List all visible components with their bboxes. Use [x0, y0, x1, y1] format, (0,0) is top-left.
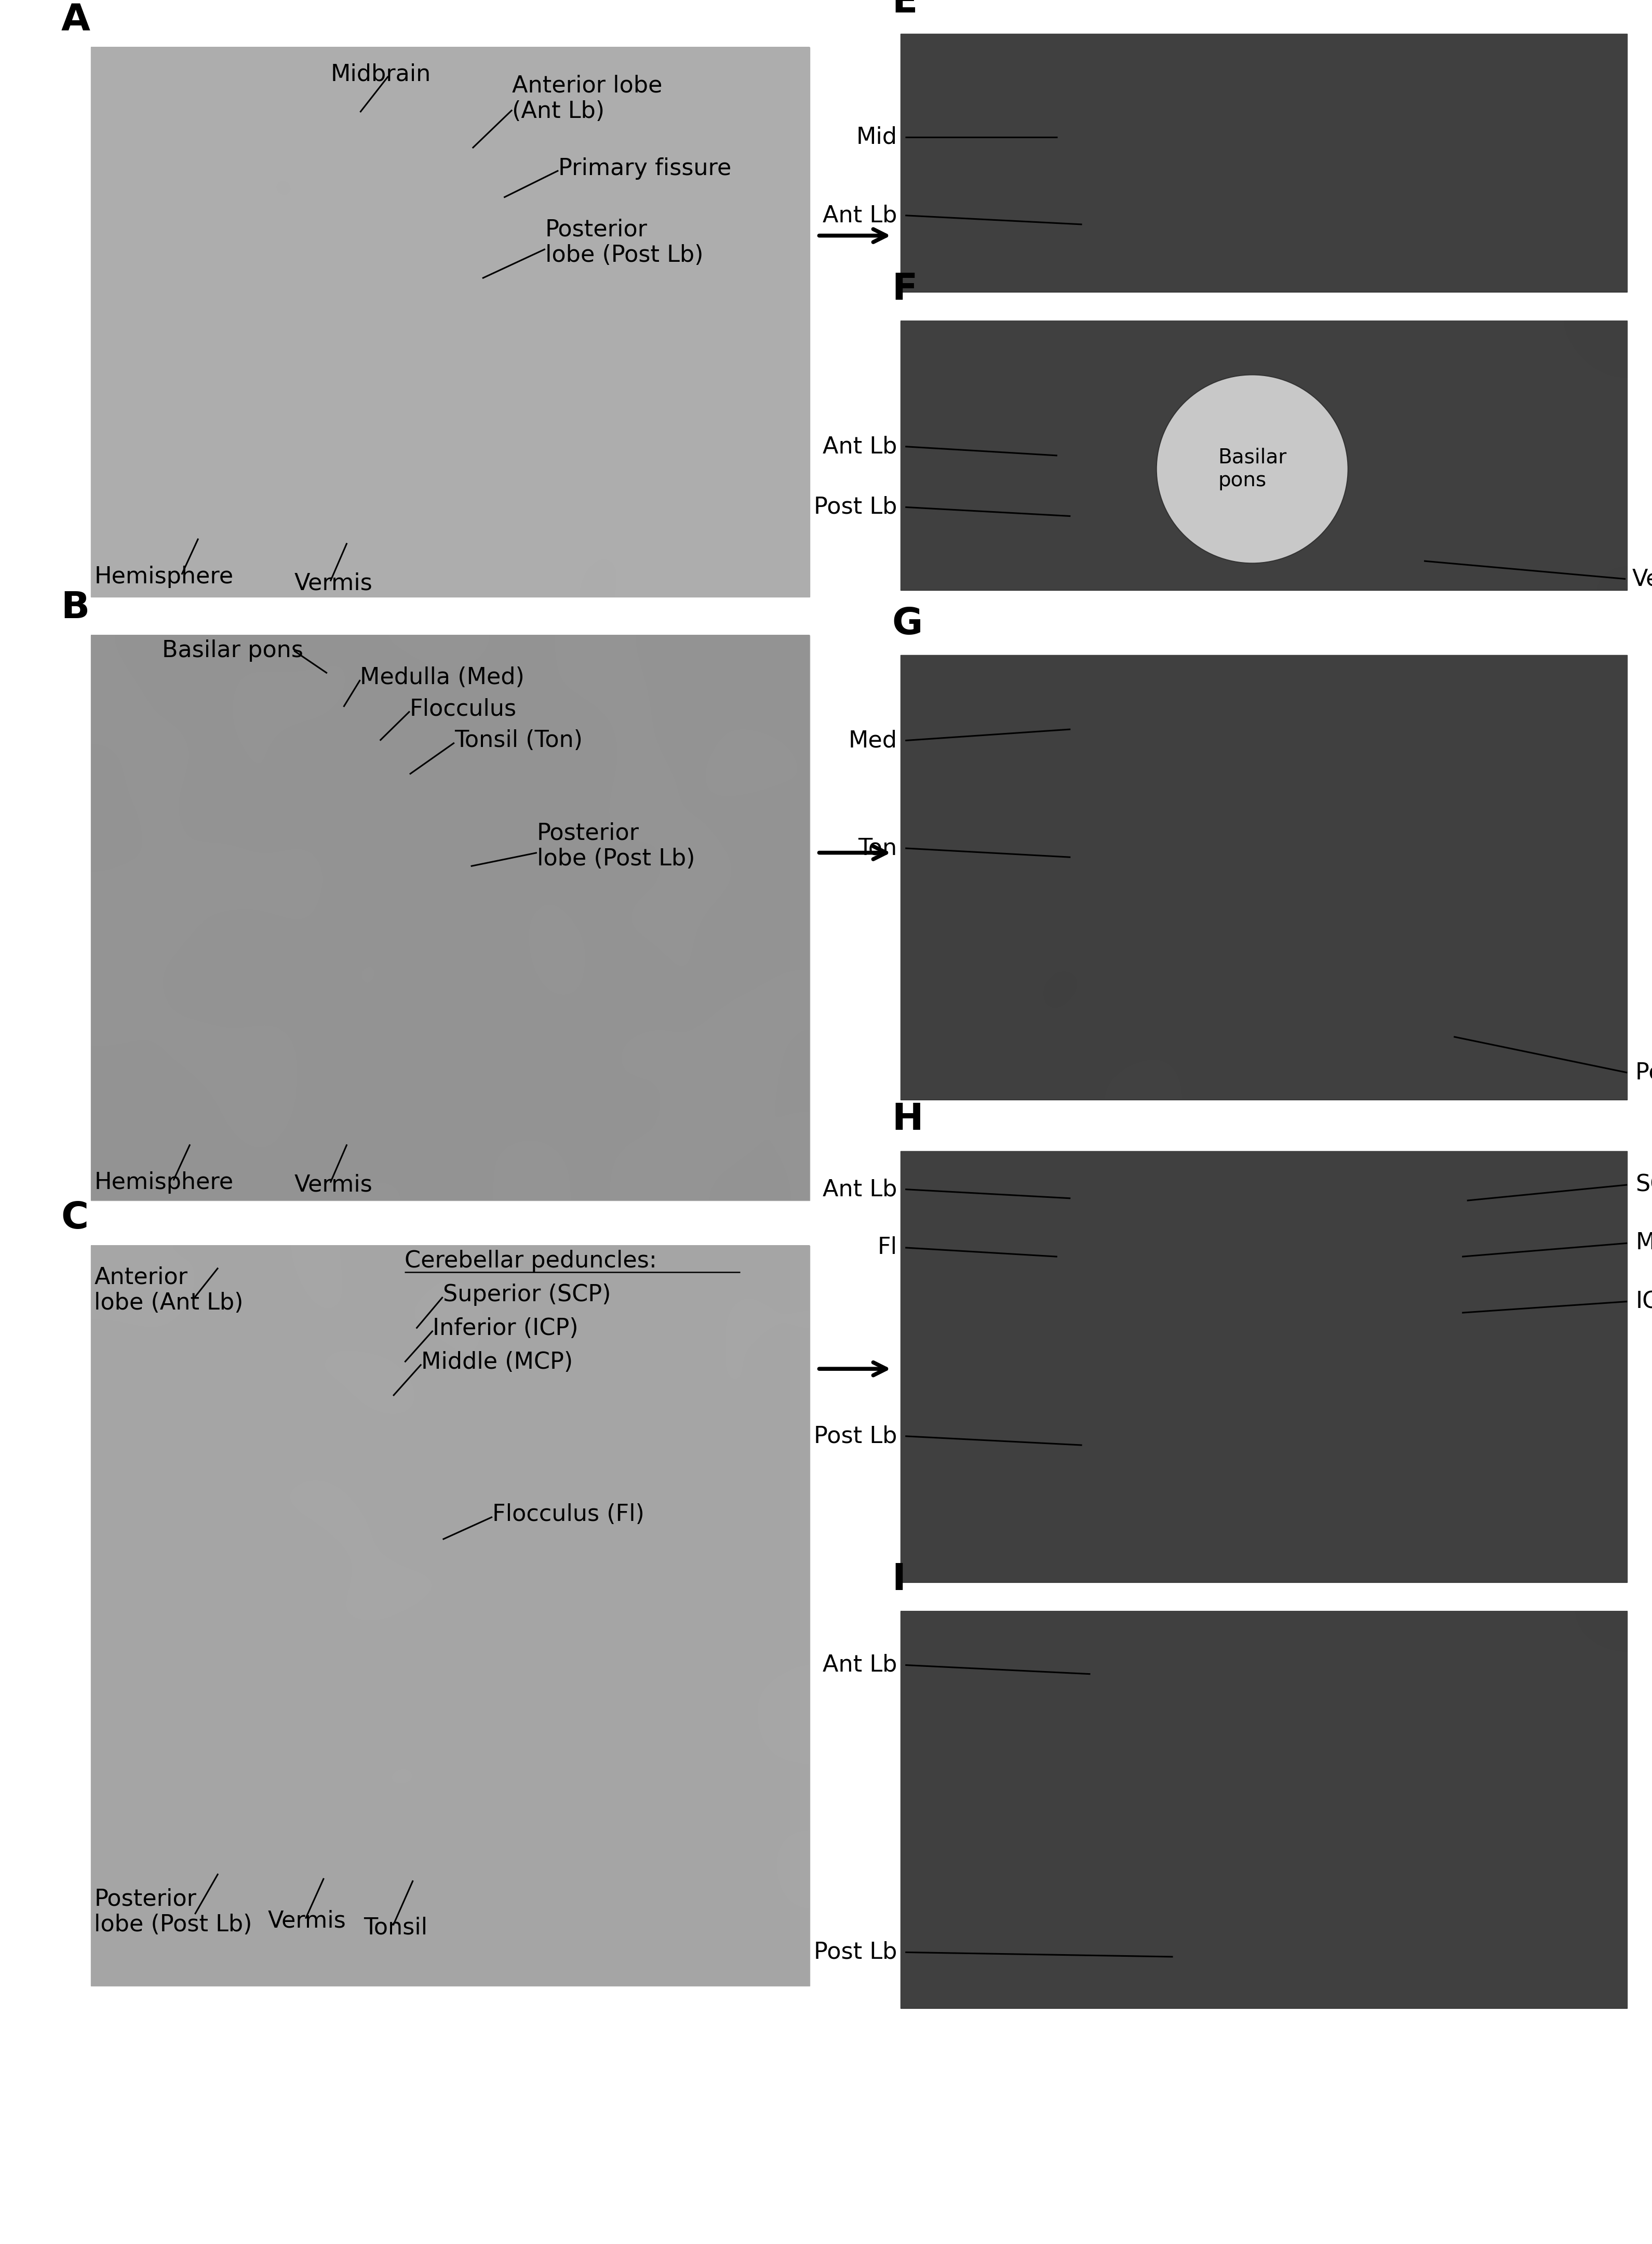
Text: Middle (MCP): Middle (MCP) [421, 1351, 573, 1373]
Text: Flocculus (Fl): Flocculus (Fl) [492, 1503, 644, 1526]
Text: Cerebellar peduncles:: Cerebellar peduncles: [405, 1250, 657, 1272]
Text: Mid: Mid [856, 126, 897, 148]
FancyBboxPatch shape [91, 635, 809, 1201]
Text: Anterior lobe
(Ant Lb): Anterior lobe (Ant Lb) [512, 74, 662, 123]
FancyBboxPatch shape [91, 47, 809, 597]
FancyBboxPatch shape [900, 1611, 1627, 2008]
Text: Flocculus: Flocculus [410, 698, 517, 720]
Text: Ant Lb: Ant Lb [823, 1178, 897, 1201]
FancyBboxPatch shape [900, 655, 1627, 1100]
Text: Posterior
lobe (Post Lb): Posterior lobe (Post Lb) [545, 218, 704, 267]
Text: Vermis: Vermis [268, 1910, 345, 1932]
Ellipse shape [1156, 375, 1348, 563]
Text: Ant Lb: Ant Lb [823, 1654, 897, 1676]
FancyBboxPatch shape [900, 1151, 1627, 1582]
Text: F: F [892, 272, 919, 307]
Text: SCP: SCP [1635, 1174, 1652, 1196]
Text: MCP: MCP [1635, 1232, 1652, 1254]
Text: I: I [892, 1562, 905, 1598]
Text: A: A [61, 2, 91, 38]
Text: Post Lb: Post Lb [1635, 1061, 1652, 1084]
Text: Tonsil: Tonsil [363, 1916, 428, 1939]
Text: Ton: Ton [857, 837, 897, 859]
Text: Posterior
lobe (Post Lb): Posterior lobe (Post Lb) [94, 1887, 253, 1937]
Text: Inferior (ICP): Inferior (ICP) [433, 1317, 578, 1340]
Text: Fl: Fl [877, 1236, 897, 1259]
Text: Post Lb: Post Lb [814, 496, 897, 518]
Text: Primary fissure: Primary fissure [558, 157, 732, 180]
Text: Med: Med [847, 729, 897, 752]
Text: Vermis: Vermis [294, 1174, 372, 1196]
FancyBboxPatch shape [91, 1245, 809, 1986]
Text: Basilar
pons: Basilar pons [1218, 449, 1287, 489]
Text: Hemisphere: Hemisphere [94, 565, 233, 588]
Text: Medulla (Med): Medulla (Med) [360, 666, 525, 689]
Text: Tonsil (Ton): Tonsil (Ton) [454, 729, 583, 752]
Text: H: H [892, 1102, 923, 1138]
Text: Vermis: Vermis [294, 572, 372, 595]
Text: Basilar pons: Basilar pons [162, 640, 302, 662]
Text: Ant Lb: Ant Lb [823, 435, 897, 458]
Text: Ant Lb: Ant Lb [823, 204, 897, 227]
Text: ICP: ICP [1635, 1290, 1652, 1313]
Text: E: E [892, 0, 919, 20]
Text: Superior (SCP): Superior (SCP) [443, 1284, 611, 1306]
Text: Hemisphere: Hemisphere [94, 1171, 233, 1194]
Text: G: G [892, 606, 923, 642]
Text: Anterior
lobe (Ant Lb): Anterior lobe (Ant Lb) [94, 1266, 243, 1315]
Text: Vermis: Vermis [1632, 568, 1652, 590]
FancyBboxPatch shape [900, 34, 1627, 292]
Text: Post Lb: Post Lb [814, 1941, 897, 1964]
Text: Posterior
lobe (Post Lb): Posterior lobe (Post Lb) [537, 821, 695, 871]
Text: Post Lb: Post Lb [814, 1425, 897, 1447]
Text: Midbrain: Midbrain [330, 63, 431, 85]
FancyBboxPatch shape [900, 321, 1627, 590]
Text: B: B [61, 590, 89, 626]
Text: C: C [61, 1201, 89, 1236]
